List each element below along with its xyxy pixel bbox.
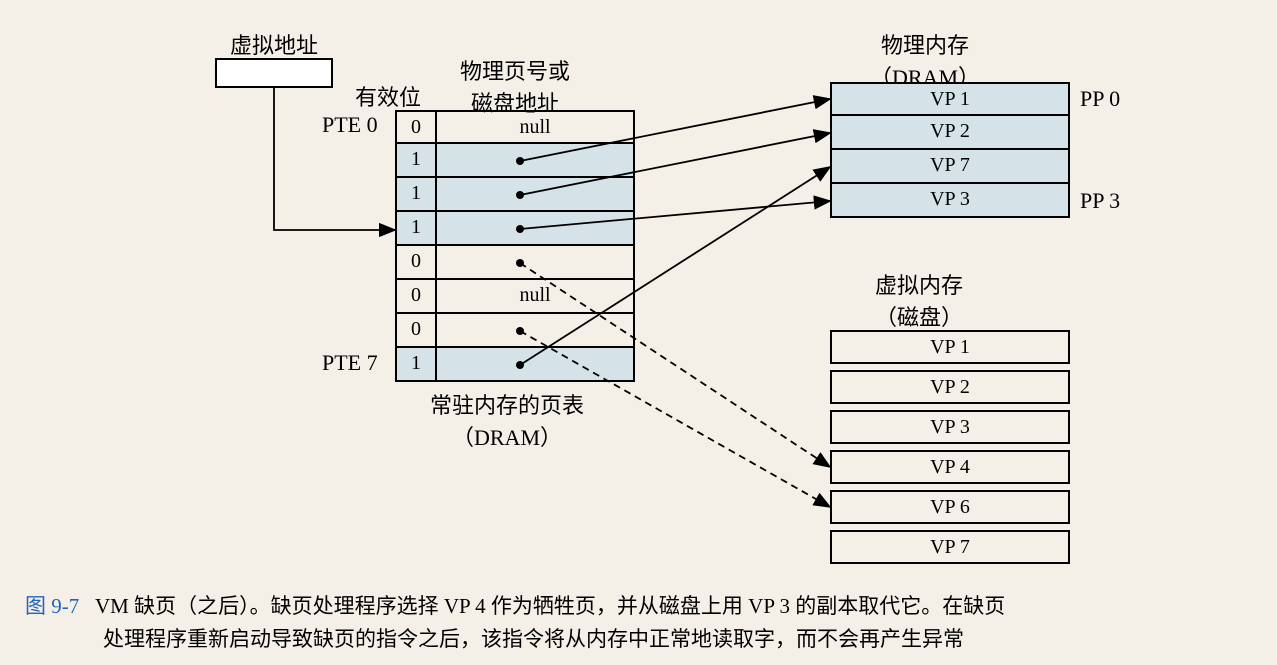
disk-page: VP 4 — [830, 450, 1070, 484]
disk-title-l2: （磁盘） — [875, 305, 963, 330]
valid-bit-header: 有效位 — [355, 80, 421, 112]
addr-cell — [435, 178, 635, 212]
addr-cell — [435, 144, 635, 178]
addr-header: 物理页号或 磁盘地址 — [460, 54, 570, 118]
pte-row: 1 — [395, 144, 635, 178]
pagetable-subtitle-l2: （DRAM） — [452, 425, 562, 450]
arrows-overlay — [20, 20, 1257, 580]
pte-row: 1 — [395, 348, 635, 382]
valid-bit: 1 — [395, 348, 435, 382]
pte-row: 0 — [395, 314, 635, 348]
pte7-label: PTE 7 — [322, 350, 378, 376]
phys-page: VP 1 — [830, 82, 1070, 116]
valid-bit: 0 — [395, 280, 435, 314]
pagetable-subtitle: 常驻内存的页表 （DRAM） — [430, 388, 584, 452]
addr-header-l1: 物理页号或 — [460, 59, 570, 84]
figure-caption: 图 9-7 VM 缺页（之后）。缺页处理程序选择 VP 4 作为牺牲页，并从磁盘… — [25, 590, 1245, 656]
addr-cell — [435, 212, 635, 246]
phys-title-l1: 物理内存 — [881, 33, 969, 58]
disk-page: VP 1 — [830, 330, 1070, 364]
addr-cell — [435, 246, 635, 280]
pte-row: 0null — [395, 110, 635, 144]
vm-page-fault-diagram: 虚拟地址 有效位 物理页号或 磁盘地址 PTE 0 PTE 7 0null111… — [20, 20, 1257, 580]
valid-bit: 0 — [395, 246, 435, 280]
pte-row: 0null — [395, 280, 635, 314]
virtual-addr-box — [215, 58, 333, 88]
virtual-memory-disk: VP 1 VP 2 VP 3 VP 4 VP 6 VP 7 — [830, 330, 1070, 570]
figure-number: 图 9-7 — [25, 594, 79, 618]
caption-line1: VM 缺页（之后）。缺页处理程序选择 VP 4 作为牺牲页，并从磁盘上用 VP … — [95, 594, 1005, 618]
pagetable-subtitle-l1: 常驻内存的页表 — [430, 393, 584, 418]
addr-cell — [435, 348, 635, 382]
pp0-label: PP 0 — [1080, 86, 1120, 112]
disk-title-l1: 虚拟内存 — [875, 273, 963, 298]
valid-bit: 1 — [395, 144, 435, 178]
caption-line2: 处理程序重新启动导致缺页的指令之后，该指令将从内存中正常地读取字，而不会再产生异… — [103, 623, 964, 656]
pp3-label: PP 3 — [1080, 188, 1120, 214]
valid-bit: 0 — [395, 110, 435, 144]
disk-title: 虚拟内存 （磁盘） — [875, 268, 963, 332]
phys-page: VP 7 — [830, 150, 1070, 184]
pte-row: 1 — [395, 212, 635, 246]
phys-page: VP 2 — [830, 116, 1070, 150]
pte0-label: PTE 0 — [322, 112, 378, 138]
valid-bit: 1 — [395, 212, 435, 246]
virtual-addr-label: 虚拟地址 — [230, 28, 318, 60]
disk-page: VP 2 — [830, 370, 1070, 404]
addr-cell: null — [435, 110, 635, 144]
disk-page: VP 3 — [830, 410, 1070, 444]
valid-bit: 1 — [395, 178, 435, 212]
pte-row: 1 — [395, 178, 635, 212]
physical-memory: VP 1VP 2VP 7VP 3 — [830, 82, 1070, 218]
page-table: 0null11100null01 — [395, 110, 635, 382]
disk-page: VP 7 — [830, 530, 1070, 564]
disk-page: VP 6 — [830, 490, 1070, 524]
addr-cell — [435, 314, 635, 348]
pte-row: 0 — [395, 246, 635, 280]
phys-page: VP 3 — [830, 184, 1070, 218]
valid-bit: 0 — [395, 314, 435, 348]
addr-cell: null — [435, 280, 635, 314]
